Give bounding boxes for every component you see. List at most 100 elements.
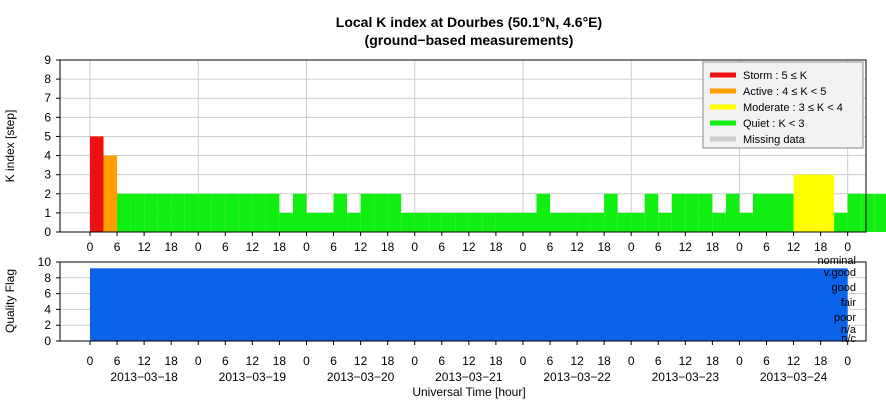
q-x-tick-label: 6	[114, 354, 121, 368]
q-x-tick-label: 12	[570, 354, 584, 368]
k-index-bar	[157, 193, 172, 232]
q-x-tick-label: 0	[195, 354, 202, 368]
k-index-bar	[590, 212, 605, 232]
quality-flag-y-axis-label: Quality Flag	[3, 269, 17, 333]
chart-subtitle: (ground−based measurements)	[365, 32, 574, 48]
k-x-tick-label: 18	[814, 240, 828, 254]
k-x-tick-label: 0	[520, 240, 527, 254]
quality-level-label: nominal	[817, 255, 856, 267]
quality-level-label: v.good	[824, 267, 856, 279]
k-y-tick-label: 5	[44, 129, 51, 143]
date-label: 2013−03−19	[219, 370, 287, 384]
k-index-bar	[198, 193, 212, 232]
k-x-tick-label: 6	[547, 240, 554, 254]
k-index-bar	[807, 174, 821, 232]
q-y-tick-label: 10	[38, 255, 52, 269]
k-index-bar	[509, 212, 523, 232]
k-x-tick-label: 12	[246, 240, 260, 254]
k-index-bar	[306, 212, 321, 232]
k-index-bar	[793, 174, 808, 232]
k-index-bar	[252, 193, 266, 232]
k-index-bar	[536, 193, 551, 232]
k-y-tick-label: 0	[44, 225, 51, 239]
legend: Storm : 5 ≤ K Active : 4 ≤ K < 5 Moderate …	[702, 61, 864, 149]
k-x-tick-label: 6	[114, 240, 121, 254]
k-x-tick-label: 0	[303, 240, 310, 254]
q-x-tick-label: 0	[520, 354, 527, 368]
k-x-tick-label: 12	[787, 240, 801, 254]
k-index-bar	[834, 212, 848, 232]
k-index-bar	[617, 212, 632, 232]
k-index-bar	[698, 193, 713, 232]
q-y-tick-label: 6	[44, 287, 51, 301]
k-index-bar	[225, 193, 239, 232]
k-index-plot-frame	[59, 59, 867, 233]
q-x-tick-label: 18	[597, 354, 611, 368]
k-x-tick-label: 0	[628, 240, 635, 254]
legend-label: Moderate : 3 ≤ K < 4	[743, 102, 843, 114]
k-x-tick-label: 12	[137, 240, 151, 254]
k-index-bar	[495, 212, 510, 232]
k-x-tick-label: 18	[597, 240, 611, 254]
k-y-tick-label: 7	[44, 91, 51, 105]
k-index-bar	[171, 193, 185, 232]
legend-label: Quiet : K < 3	[743, 118, 804, 130]
q-x-tick-label: 0	[411, 354, 418, 368]
k-x-tick-label: 0	[844, 240, 851, 254]
q-y-tick-label: 4	[44, 302, 51, 316]
q-x-tick-label: 18	[489, 354, 503, 368]
date-label: 2013−03−22	[543, 370, 611, 384]
k-index-bar	[441, 212, 456, 232]
k-index-bar	[712, 212, 726, 232]
q-x-tick-label: 0	[87, 354, 94, 368]
q-x-tick-label: 12	[246, 354, 260, 368]
k-x-tick-label: 6	[330, 240, 337, 254]
q-x-tick-label: 18	[381, 354, 395, 368]
date-label: 2013−03−21	[435, 370, 503, 384]
k-index-bar	[577, 212, 591, 232]
legend-label: Storm : 5 ≤ K	[743, 70, 808, 82]
k-x-tick-label: 0	[411, 240, 418, 254]
k-x-tick-label: 12	[354, 240, 368, 254]
k-x-tick-label: 12	[570, 240, 584, 254]
q-x-tick-label: 0	[844, 354, 851, 368]
k-x-tick-label: 18	[273, 240, 287, 254]
k-index-bar	[468, 212, 483, 232]
q-x-tick-label: 0	[628, 354, 635, 368]
k-index-bar	[631, 212, 645, 232]
q-y-tick-label: 8	[44, 271, 51, 285]
k-x-tick-label: 12	[462, 240, 476, 254]
k-index-bar	[414, 212, 429, 232]
k-x-tick-label: 6	[655, 240, 662, 254]
date-label: 2013−03−18	[110, 370, 178, 384]
q-x-tick-label: 18	[165, 354, 179, 368]
q-x-tick-label: 0	[303, 354, 310, 368]
q-x-tick-label: 18	[814, 354, 828, 368]
k-index-bar	[279, 212, 293, 232]
k-index-bar	[820, 174, 835, 232]
chart-title: Local K index at Dourbes (50.1°N, 4.6°E)	[336, 14, 602, 30]
k-index-bar	[103, 155, 118, 232]
k-index-bar	[766, 193, 781, 232]
q-x-tick-label: 6	[330, 354, 337, 368]
quality-level-label: n/c	[841, 333, 856, 345]
k-index-bar	[265, 193, 280, 232]
q-x-tick-label: 6	[763, 354, 770, 368]
k-index-bar	[752, 193, 767, 232]
k-index-bar	[563, 212, 578, 232]
k-index-bar	[117, 193, 131, 232]
legend-label: Missing data	[743, 134, 806, 146]
k-y-tick-label: 2	[44, 187, 51, 201]
q-x-tick-label: 18	[706, 354, 720, 368]
k-index-bar	[144, 193, 158, 232]
k-y-tick-label: 6	[44, 110, 51, 124]
k-index-bar	[211, 193, 226, 232]
quality-flag-bars	[90, 268, 848, 341]
k-index-bar	[428, 212, 442, 232]
k-index-x-ticks: 0 6 12 18 0 6 12 18 0 6 12 18 0 6 12 18 0 6 12 18 0 6 12 18 0 6 12…	[87, 232, 851, 254]
k-index-bars	[90, 136, 886, 232]
quality-flag-plot-frame	[59, 261, 867, 342]
k-x-tick-label: 18	[381, 240, 395, 254]
